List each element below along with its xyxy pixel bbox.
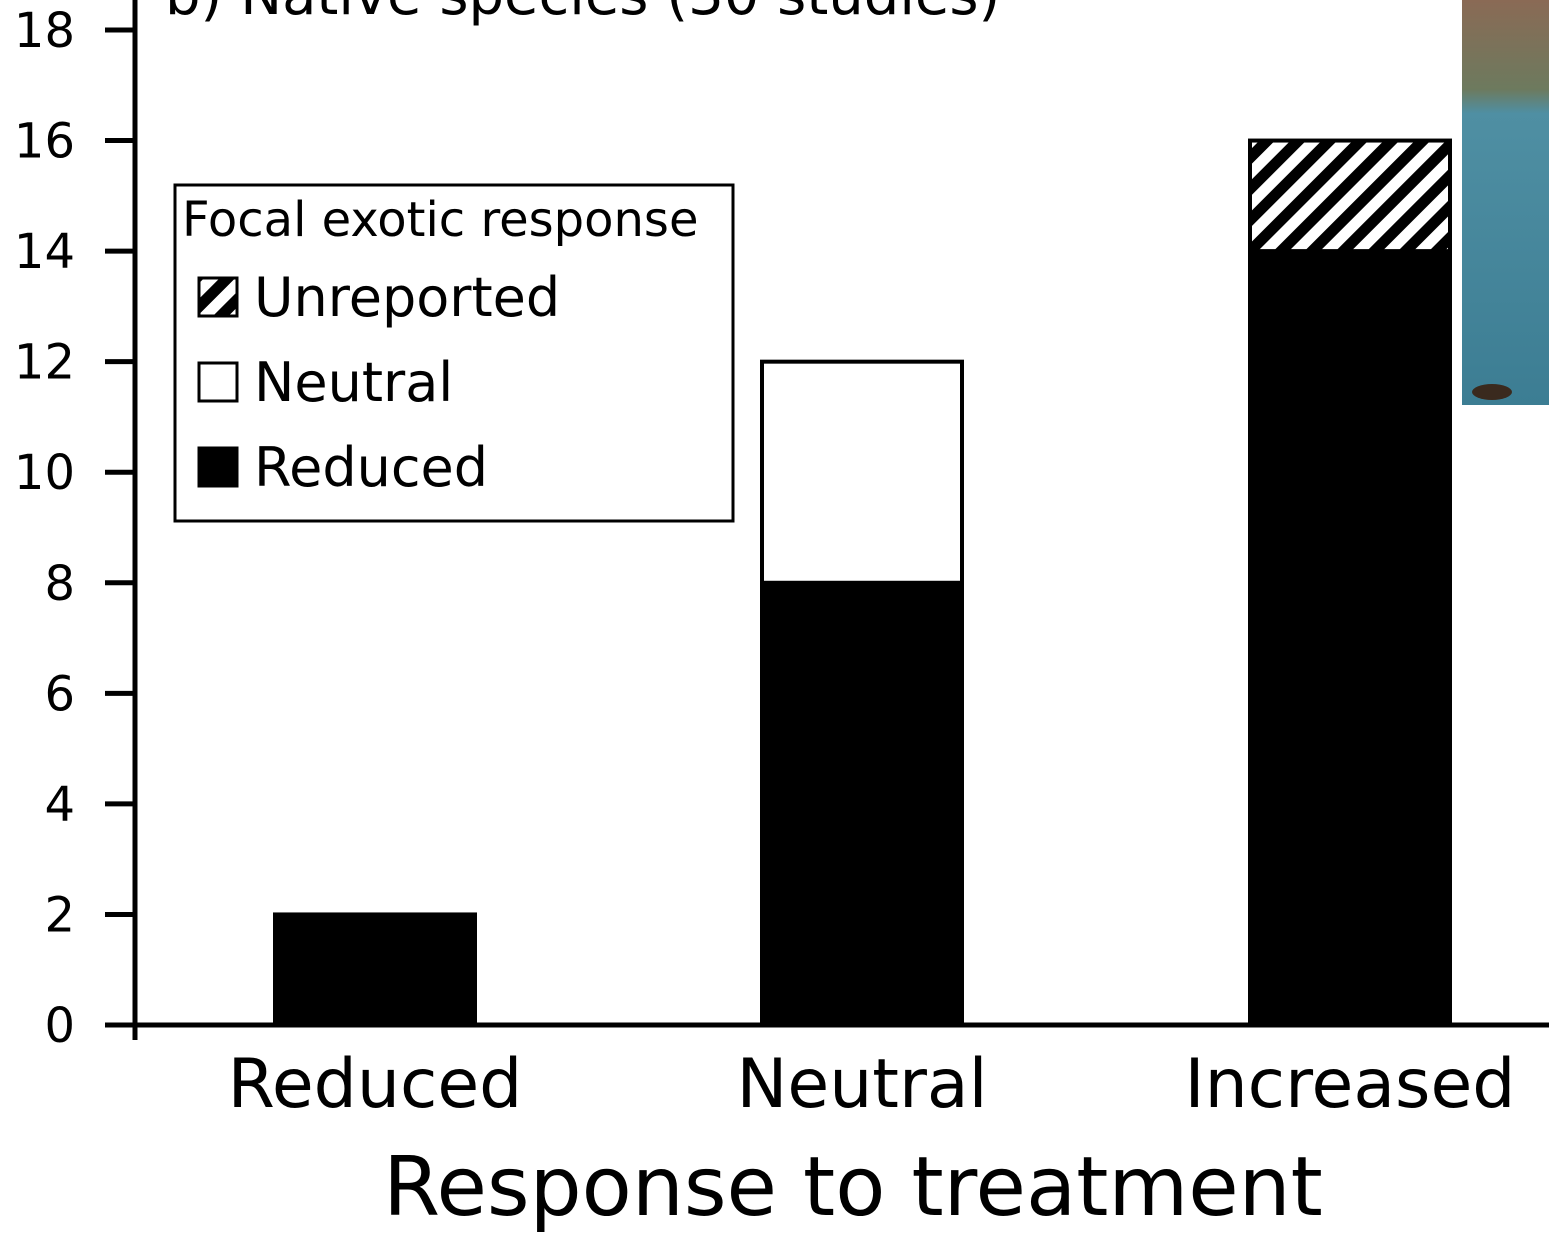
y-tick-label: 0	[44, 998, 75, 1054]
y-tick-label: 6	[44, 666, 75, 722]
legend-swatch	[199, 278, 237, 316]
y-tick-label: 14	[14, 224, 75, 280]
y-tick-label: 18	[14, 3, 75, 59]
photo-rock	[1472, 384, 1512, 400]
legend: Focal exotic response Unreported Neutral R…	[175, 185, 733, 521]
legend-swatch	[199, 363, 237, 401]
bar-segment	[275, 914, 475, 1025]
legend-label: Reduced	[254, 436, 488, 499]
legend-label: Unreported	[254, 266, 560, 329]
y-tick-label: 16	[14, 114, 75, 170]
y-tick-label: 10	[14, 445, 75, 501]
legend-swatch	[199, 448, 237, 486]
bar-segment	[762, 583, 962, 1025]
legend-title: Focal exotic response	[182, 192, 698, 248]
chart-title: b) Native species (30 studies)	[165, 0, 1000, 28]
bar-segment	[762, 362, 962, 583]
legend-label: Neutral	[254, 351, 453, 414]
y-tick-label: 12	[14, 335, 75, 391]
x-axis-title: Response to treatment	[383, 1140, 1323, 1235]
x-tick-label: Reduced	[228, 1045, 523, 1124]
y-tick-label: 4	[44, 777, 75, 833]
y-tick-label: 8	[44, 556, 75, 612]
bar-segment	[1250, 251, 1450, 1025]
chart: b) Native species (30 studies) Response …	[0, 0, 1549, 1235]
bar-segment	[1250, 141, 1450, 252]
photo	[1462, 0, 1549, 405]
x-tick-label: Neutral	[737, 1045, 988, 1124]
x-tick-label: Increased	[1185, 1045, 1516, 1124]
y-tick-label: 2	[44, 887, 75, 943]
